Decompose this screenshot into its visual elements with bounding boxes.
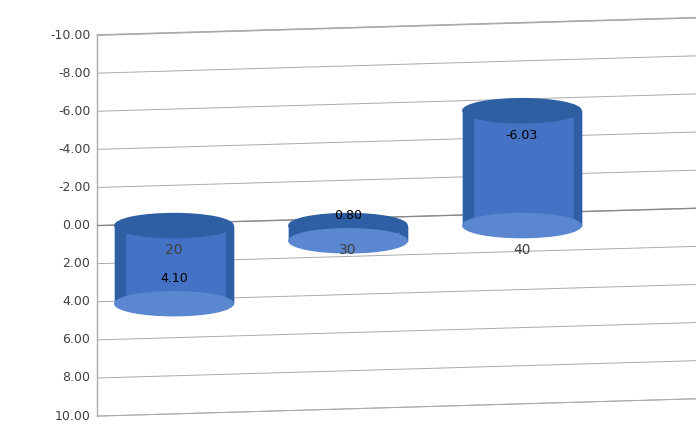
Bar (289, 226, 407, 241)
Bar (463, 111, 581, 226)
Bar (463, 111, 473, 226)
Text: 30: 30 (339, 243, 357, 257)
Ellipse shape (463, 214, 581, 237)
Bar (400, 226, 407, 241)
Text: -10.00: -10.00 (50, 28, 90, 42)
Ellipse shape (115, 292, 233, 316)
Bar (289, 226, 299, 241)
Ellipse shape (115, 214, 233, 237)
Text: 4.10: 4.10 (160, 272, 188, 285)
Text: 6.00: 6.00 (63, 333, 90, 346)
Text: 10.00: 10.00 (54, 410, 90, 423)
Text: -2.00: -2.00 (58, 181, 90, 194)
Bar (115, 226, 233, 304)
Text: -6.03: -6.03 (506, 129, 538, 142)
Bar (226, 226, 233, 304)
Text: 8.00: 8.00 (63, 371, 90, 385)
Bar (115, 226, 125, 304)
Text: 0.80: 0.80 (334, 209, 362, 222)
Text: 0.00: 0.00 (63, 219, 90, 232)
Bar (574, 111, 581, 226)
Text: -8.00: -8.00 (58, 67, 90, 80)
Text: 2.00: 2.00 (63, 257, 90, 270)
Text: 20: 20 (165, 243, 183, 257)
Ellipse shape (289, 229, 407, 253)
Text: 40: 40 (513, 243, 531, 257)
Text: -4.00: -4.00 (58, 143, 90, 156)
Ellipse shape (463, 99, 581, 123)
Text: 4.00: 4.00 (63, 295, 90, 308)
Text: -6.00: -6.00 (58, 105, 90, 118)
Ellipse shape (289, 214, 407, 237)
